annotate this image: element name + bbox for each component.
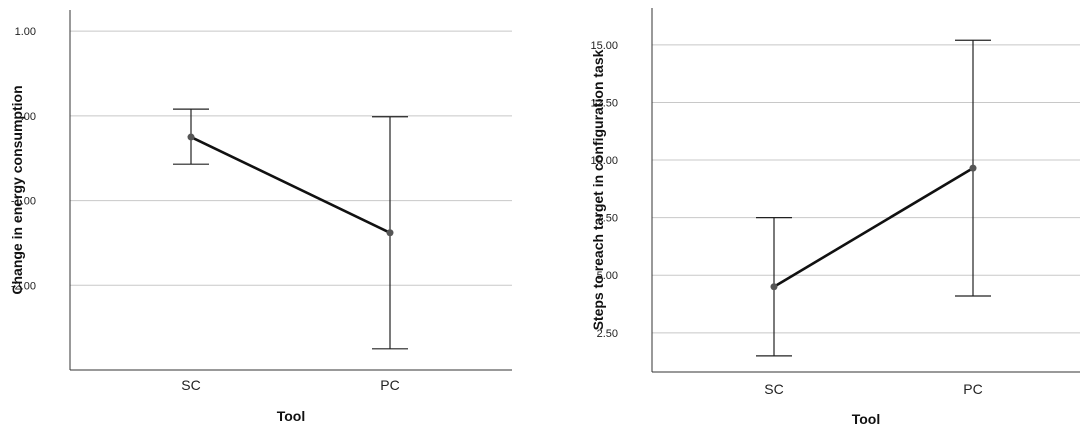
x-tick-labels: SC PC <box>181 377 399 393</box>
data-point <box>187 133 195 141</box>
x-tick-label: PC <box>963 381 982 397</box>
series <box>770 164 977 291</box>
x-axis-title: Tool <box>852 411 881 427</box>
series-line <box>773 166 974 288</box>
x-tick-label: SC <box>764 381 783 397</box>
y-axis-title: Change in energy consumption <box>9 85 25 294</box>
chart-energy-change: 1.00 .00 -1.00 -2.00 SC PC Tool Change in en… <box>9 10 512 424</box>
grid-lines <box>70 30 512 286</box>
y-axis-title: Steps to reach target in configuration t… <box>590 49 606 330</box>
grid-lines <box>652 44 1080 334</box>
y-tick-label: 2.50 <box>597 328 618 340</box>
data-point <box>386 229 394 237</box>
series-line <box>190 135 391 234</box>
y-tick-label: -1.00 <box>11 196 36 208</box>
y-tick-labels: 1.00 .00 -1.00 -2.00 <box>11 26 36 292</box>
y-tick-label: 5.00 <box>597 270 618 282</box>
x-tick-label: SC <box>181 377 200 393</box>
y-tick-label: 1.00 <box>15 26 36 38</box>
series <box>187 133 394 237</box>
y-tick-label: -2.00 <box>11 280 36 292</box>
y-tick-label: 7.50 <box>597 213 618 225</box>
y-tick-label: 15.00 <box>590 40 618 52</box>
x-tick-label: PC <box>380 377 399 393</box>
y-tick-label: .00 <box>21 111 36 123</box>
y-tick-label: 10.00 <box>590 155 618 167</box>
data-point <box>969 164 977 172</box>
y-tick-labels: 2.50 5.00 7.50 10.00 12.50 15.00 <box>590 40 618 340</box>
axes <box>651 8 1080 373</box>
error-bars <box>756 39 991 357</box>
axes <box>69 10 512 371</box>
y-tick-label: 12.50 <box>590 97 618 109</box>
data-point <box>770 283 778 291</box>
chart-steps-to-target: 2.50 5.00 7.50 10.00 12.50 15.00 SC PC Tool St… <box>590 8 1080 427</box>
x-tick-labels: SC PC <box>764 381 982 397</box>
x-axis-title: Tool <box>277 408 306 424</box>
